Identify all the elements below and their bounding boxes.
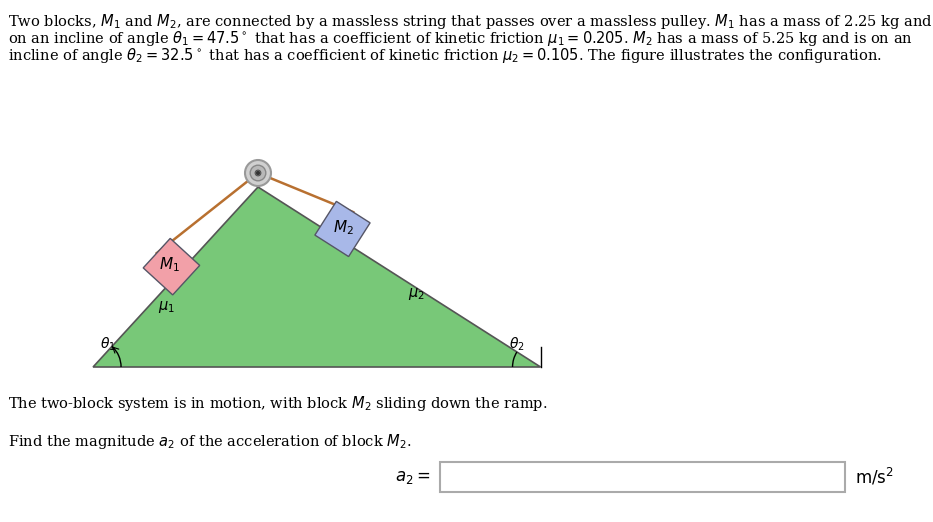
Text: $a_2 =$: $a_2 =$ bbox=[395, 469, 430, 485]
Polygon shape bbox=[93, 187, 540, 367]
Text: on an incline of angle $\theta_1 = 47.5^\circ$ that has a coefficient of kinetic: on an incline of angle $\theta_1 = 47.5^… bbox=[8, 29, 912, 48]
Circle shape bbox=[256, 171, 260, 175]
Circle shape bbox=[245, 160, 271, 186]
Text: $\mathrm{m/s}^2$: $\mathrm{m/s}^2$ bbox=[855, 467, 894, 488]
Circle shape bbox=[255, 170, 261, 176]
Text: incline of angle $\theta_2 = 32.5^\circ$ that has a coefficient of kinetic frict: incline of angle $\theta_2 = 32.5^\circ$… bbox=[8, 46, 882, 65]
Text: The two-block system is in motion, with block $M_2$ sliding down the ramp.: The two-block system is in motion, with … bbox=[8, 394, 548, 413]
Polygon shape bbox=[314, 201, 370, 257]
Circle shape bbox=[250, 165, 266, 181]
Polygon shape bbox=[143, 239, 200, 295]
Text: $\theta_2$: $\theta_2$ bbox=[508, 336, 524, 353]
Text: $\theta_1$: $\theta_1$ bbox=[100, 336, 116, 353]
Text: $\mu_2$: $\mu_2$ bbox=[409, 286, 425, 302]
Text: Two blocks, $M_1$ and $M_2$, are connected by a massless string that passes over: Two blocks, $M_1$ and $M_2$, are connect… bbox=[8, 12, 933, 31]
Text: $M_1$: $M_1$ bbox=[159, 255, 180, 274]
Text: $\mu_1$: $\mu_1$ bbox=[158, 300, 174, 315]
Bar bbox=[440, 462, 845, 492]
Text: $M_2$: $M_2$ bbox=[333, 219, 354, 238]
Text: Find the magnitude $a_2$ of the acceleration of block $M_2$.: Find the magnitude $a_2$ of the accelera… bbox=[8, 432, 411, 451]
